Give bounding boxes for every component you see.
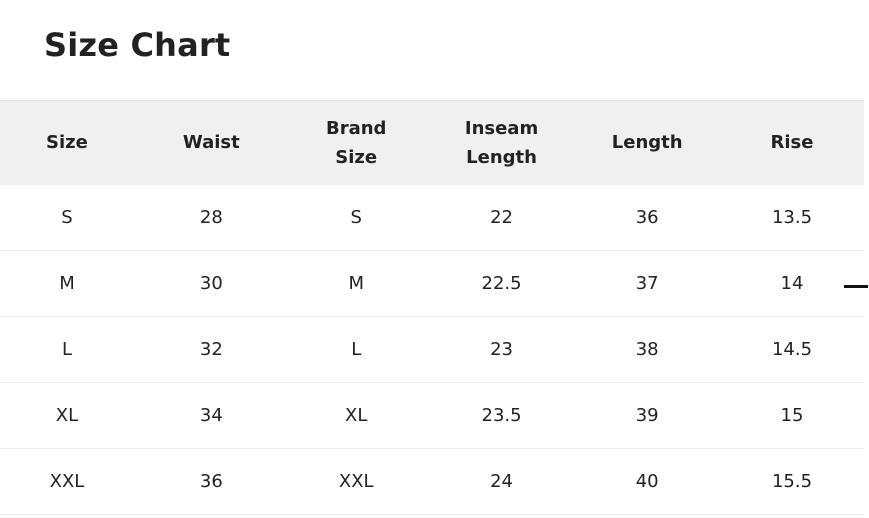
column-header-text: Rise [770, 132, 814, 154]
column-header-text: Inseam [464, 117, 539, 139]
table-cell: 40 [635, 471, 659, 492]
table-row: S 28 S 22 36 13.5 [0, 185, 864, 251]
table-cell: XXL [338, 471, 374, 492]
column-header-text: Size [46, 132, 88, 154]
column-header-text: Brand [325, 117, 387, 139]
column-header-text: Length [466, 146, 537, 168]
table-row: M 30 M 22.5 37 14 [0, 251, 864, 317]
column-header-text: Length [611, 132, 683, 154]
table-cell: 36 [199, 471, 223, 492]
table-cell: 13.5 [771, 206, 813, 228]
table-row: XXL 36 XXL 24 40 15.5 [0, 449, 864, 515]
table-header-row: Size Waist Brand Size Inseam Length Length Rise [0, 100, 864, 185]
dash-marker [844, 285, 868, 288]
column-header: Length [574, 101, 720, 185]
table-cell: 34 [199, 405, 223, 426]
table-cell: 23.5 [481, 405, 522, 426]
table-cell: L [61, 339, 72, 360]
table-cell: 37 [635, 273, 659, 294]
column-header: Inseam Length [429, 101, 575, 185]
page-title: Size Chart [44, 26, 231, 64]
table-cell: 36 [635, 206, 659, 228]
table-row: XL 34 XL 23.5 39 15 [0, 383, 864, 449]
table-cell: 22 [490, 206, 513, 228]
table-cell: M [59, 273, 75, 294]
table-cell: 28 [199, 206, 223, 228]
size-chart-table: Size Waist Brand Size Inseam Length Length Rise… [0, 100, 864, 515]
table-row: L 32 L 23 38 14.5 [0, 317, 864, 383]
table-cell: 14 [780, 273, 804, 294]
table-cell: 14.5 [771, 339, 813, 360]
table-cell: XL [55, 405, 79, 426]
table-cell: 15 [780, 405, 804, 426]
table-cell: 24 [490, 471, 513, 492]
table-cell: 38 [635, 339, 659, 360]
column-header-text: Waist [182, 132, 240, 154]
column-header: Size [0, 101, 139, 185]
table-cell: XL [345, 405, 368, 426]
column-header: Brand Size [284, 101, 429, 185]
table-cell: 22.5 [481, 273, 522, 294]
table-cell: S [61, 206, 73, 228]
table-cell: S [350, 206, 362, 228]
table-cell: 39 [635, 405, 659, 426]
table-cell: 23 [490, 339, 513, 360]
table-cell: 15.5 [771, 471, 813, 492]
table-cell: 32 [199, 339, 223, 360]
column-header: Rise [720, 101, 864, 185]
column-header-text: Size [335, 146, 378, 168]
table-cell: 30 [199, 273, 223, 294]
column-header: Waist [139, 101, 284, 185]
table-cell: L [351, 339, 362, 360]
table-cell: M [348, 273, 364, 294]
table-cell: XXL [49, 471, 85, 492]
